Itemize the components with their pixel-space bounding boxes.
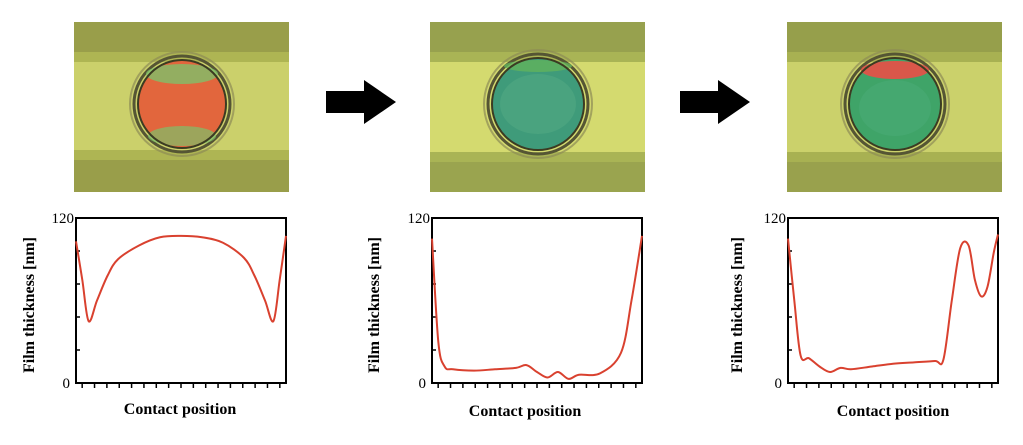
film-thickness-series-line bbox=[431, 235, 643, 380]
contact-photo-graphic bbox=[74, 22, 289, 192]
y-axis-label-1: Film thickness [nm] bbox=[21, 237, 38, 373]
plot-frame bbox=[431, 217, 643, 384]
contact-photo-graphic bbox=[430, 22, 645, 192]
chart-1: 0 120 bbox=[52, 211, 287, 392]
chart-3: 0 120 bbox=[764, 211, 999, 392]
x-axis-label-3: Contact position bbox=[836, 403, 950, 420]
y-tick-label-min: 0 bbox=[775, 376, 783, 392]
film-thickness-series-line bbox=[75, 234, 287, 323]
contact-photo-1 bbox=[74, 22, 289, 192]
contact-photo-graphic bbox=[787, 22, 1002, 192]
x-axis-label-1: Contact position bbox=[123, 401, 237, 418]
y-tick-label-max: 120 bbox=[52, 211, 75, 227]
x-axis-label-2: Contact position bbox=[468, 403, 582, 420]
right-arrow-icon bbox=[326, 80, 396, 129]
contact-photo-2 bbox=[430, 22, 645, 192]
y-tick-label-min: 0 bbox=[419, 376, 427, 392]
y-tick-label-max: 120 bbox=[408, 211, 431, 227]
film-thickness-series-line bbox=[787, 234, 999, 373]
plot-frame bbox=[75, 217, 287, 384]
contact-photo-3 bbox=[787, 22, 1002, 192]
right-arrow-icon bbox=[680, 80, 750, 129]
y-tick-label-min: 0 bbox=[63, 376, 71, 392]
y-tick-label-max: 120 bbox=[764, 211, 787, 227]
chart-2: 0 120 bbox=[408, 211, 643, 392]
y-axis-label-3: Film thickness [nm] bbox=[729, 237, 746, 373]
y-axis-label-2: Film thickness [nm] bbox=[366, 237, 383, 373]
